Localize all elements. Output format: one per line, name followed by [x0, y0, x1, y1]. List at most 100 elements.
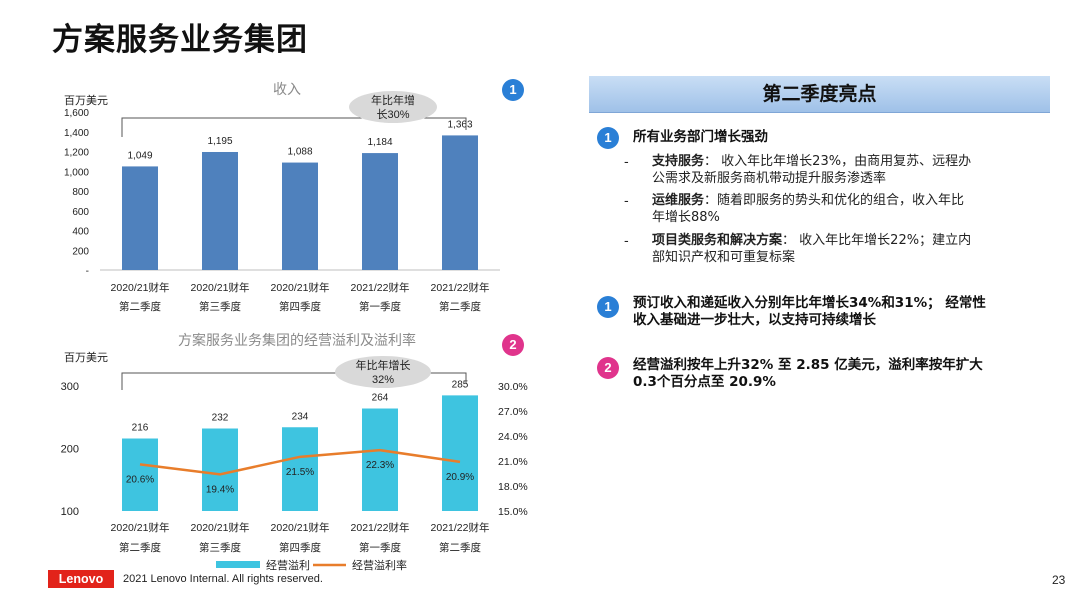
chart2-y-tick: 300 — [61, 381, 79, 393]
chart2-x-tick: 2020/21财年 — [271, 521, 330, 534]
chart2-bar-label: 234 — [292, 411, 309, 422]
chart2-bar — [282, 427, 318, 511]
chart1-value-label: 1,363 — [447, 119, 472, 130]
chart2-bar — [122, 438, 158, 511]
copyright-text: 2021 Lenovo Internal. All rights reserve… — [123, 573, 323, 585]
chart1-x-tick: 2020/21财年 — [111, 281, 170, 294]
chart1-x-tick: 第三季度 — [199, 300, 241, 313]
chart2-bar — [442, 395, 478, 511]
chart2-margin-label: 19.4% — [206, 484, 234, 495]
lenovo-logo: Lenovo — [48, 570, 114, 588]
chart2-legend-bar-label: 经营溢利 — [266, 558, 310, 572]
chart1-bar — [122, 166, 158, 270]
highlight3-text: 经营溢利按年上升32% 至 2.85 亿美元，溢利率按年扩大 0.3个百分点至 2… — [633, 357, 983, 390]
chart2-x-tick: 2020/21财年 — [111, 521, 170, 534]
chart1-value-label: 1,088 — [287, 147, 312, 158]
chart1-y-tick: 1,400 — [64, 128, 89, 139]
chart1-bar — [202, 151, 238, 270]
chart2-margin-label: 20.6% — [126, 474, 154, 485]
chart1-y-tick: 800 — [72, 187, 89, 198]
bullet-dash: - — [624, 194, 629, 209]
chart2-legend-bar-swatch — [216, 561, 260, 568]
chart2-y-tick: 100 — [61, 506, 79, 518]
chart1-x-tick: 2020/21财年 — [191, 281, 250, 294]
chart1-growth-label: 长30% — [376, 108, 409, 121]
chart2-y2-tick: 24.0% — [498, 431, 528, 443]
chart2-bar-label: 285 — [452, 379, 469, 390]
chart1-y-tick: 1,600 — [64, 108, 89, 119]
chart2-y-tick: 200 — [61, 444, 79, 456]
chart2-x-tick: 第四季度 — [279, 541, 321, 554]
chart2-margin-label: 21.5% — [286, 467, 314, 478]
chart1-y-tick: 400 — [72, 227, 89, 238]
chart2-y2-tick: 18.0% — [498, 481, 528, 493]
chart1-y-unit: 百万美元 — [64, 94, 108, 107]
chart1-bar — [282, 162, 318, 270]
bullet-dash: - — [624, 155, 629, 170]
chart2-x-tick: 第二季度 — [119, 541, 161, 554]
highlight1-badge: 1 — [597, 127, 619, 149]
chart1-x-tick: 第二季度 — [119, 300, 161, 313]
chart2-margin-label: 22.3% — [366, 460, 394, 471]
chart1-y-tick: 1,000 — [64, 167, 89, 178]
chart1-y-tick: - — [86, 266, 89, 277]
chart2-y2-tick: 30.0% — [498, 381, 528, 393]
chart2-bar — [202, 428, 238, 511]
chart2-margin-line — [139, 448, 461, 476]
chart1-growth-bracket — [121, 117, 467, 137]
chart2-bar-label: 232 — [212, 413, 229, 424]
chart1-y-tick: 1,200 — [64, 148, 89, 159]
chart2-bar-label: 216 — [132, 423, 149, 434]
chart1-bar — [442, 135, 478, 270]
chart2-bar — [362, 408, 398, 511]
chart2-y-unit: 百万美元 — [64, 351, 108, 364]
chart2-growth-label: 年比年增长 — [356, 358, 411, 372]
bullet-support-services: 支持服务： 收入年比年增长23%，由商用复苏、远程办 公需求及新服务商机带动提升服… — [652, 154, 972, 186]
chart2-y2-tick: 27.0% — [498, 406, 528, 418]
highlight1-heading: 所有业务部门增长强劲 — [633, 129, 768, 145]
chart2-growth-label: 32% — [372, 374, 394, 386]
page-title: 方案服务业务集团 — [52, 22, 308, 58]
chart2-x-tick: 第二季度 — [439, 541, 481, 554]
chart2-y2-tick: 21.0% — [498, 456, 528, 468]
chart2-x-tick: 第一季度 — [359, 541, 401, 554]
chart2-badge: 2 — [502, 334, 524, 356]
chart2-y2-tick: 15.0% — [498, 506, 528, 518]
bullet-dash: - — [624, 234, 629, 249]
bullet-label: 支持服务 — [652, 154, 705, 169]
highlights-header: 第二季度亮点 — [589, 76, 1050, 113]
chart1-badge: 1 — [502, 79, 524, 101]
chart1-growth-label: 年比年增 — [371, 93, 415, 107]
chart1-x-tick: 2021/22财年 — [431, 281, 490, 294]
chart2-margin-label: 20.9% — [446, 472, 474, 483]
chart2-x-tick: 第三季度 — [199, 541, 241, 554]
chart2-x-tick: 2021/22财年 — [431, 521, 490, 534]
chart2-legend-line-label: 经营溢利率 — [352, 558, 407, 572]
bullet-ops-services: 运维服务：随着即服务的势头和优化的组合，收入年比 年增长88% — [652, 193, 965, 225]
highlight3-badge: 2 — [597, 357, 619, 379]
chart2-growth-bubble — [335, 356, 431, 388]
chart1-x-tick: 2021/22财年 — [351, 281, 410, 294]
highlight2-text: 预订收入和递延收入分别年比年增长34%和31%； 经常性 收入基础进一步壮大，以支… — [633, 295, 986, 328]
chart1-value-label: 1,195 — [207, 136, 232, 147]
chart1-growth-bubble — [349, 91, 437, 123]
chart1-y-tick: 200 — [72, 246, 89, 257]
chart1-bar — [362, 153, 398, 270]
chart1-x-tick: 第一季度 — [359, 300, 401, 313]
chart1-value-label: 1,049 — [127, 150, 152, 161]
chart2-x-tick: 2020/21财年 — [191, 521, 250, 534]
chart2-growth-bracket — [121, 372, 467, 390]
chart1-x-tick: 第四季度 — [279, 300, 321, 313]
bullet-label: 运维服务 — [652, 193, 705, 208]
chart2-bar-label: 264 — [372, 393, 389, 404]
chart1-y-tick: 600 — [72, 207, 89, 218]
highlight2-badge: 1 — [597, 296, 619, 318]
page-number: 23 — [1052, 573, 1066, 587]
chart1-value-label: 1,184 — [367, 137, 392, 148]
chart2-x-tick: 2021/22财年 — [351, 521, 410, 534]
chart1-x-tick: 2020/21财年 — [271, 281, 330, 294]
chart1-title: 收入 — [273, 81, 301, 97]
chart1-x-tick: 第二季度 — [439, 300, 481, 313]
bullet-project-services: 项目类服务和解决方案： 收入年比年增长22%；建立内 部知识产权和可重复标案 — [652, 233, 972, 265]
